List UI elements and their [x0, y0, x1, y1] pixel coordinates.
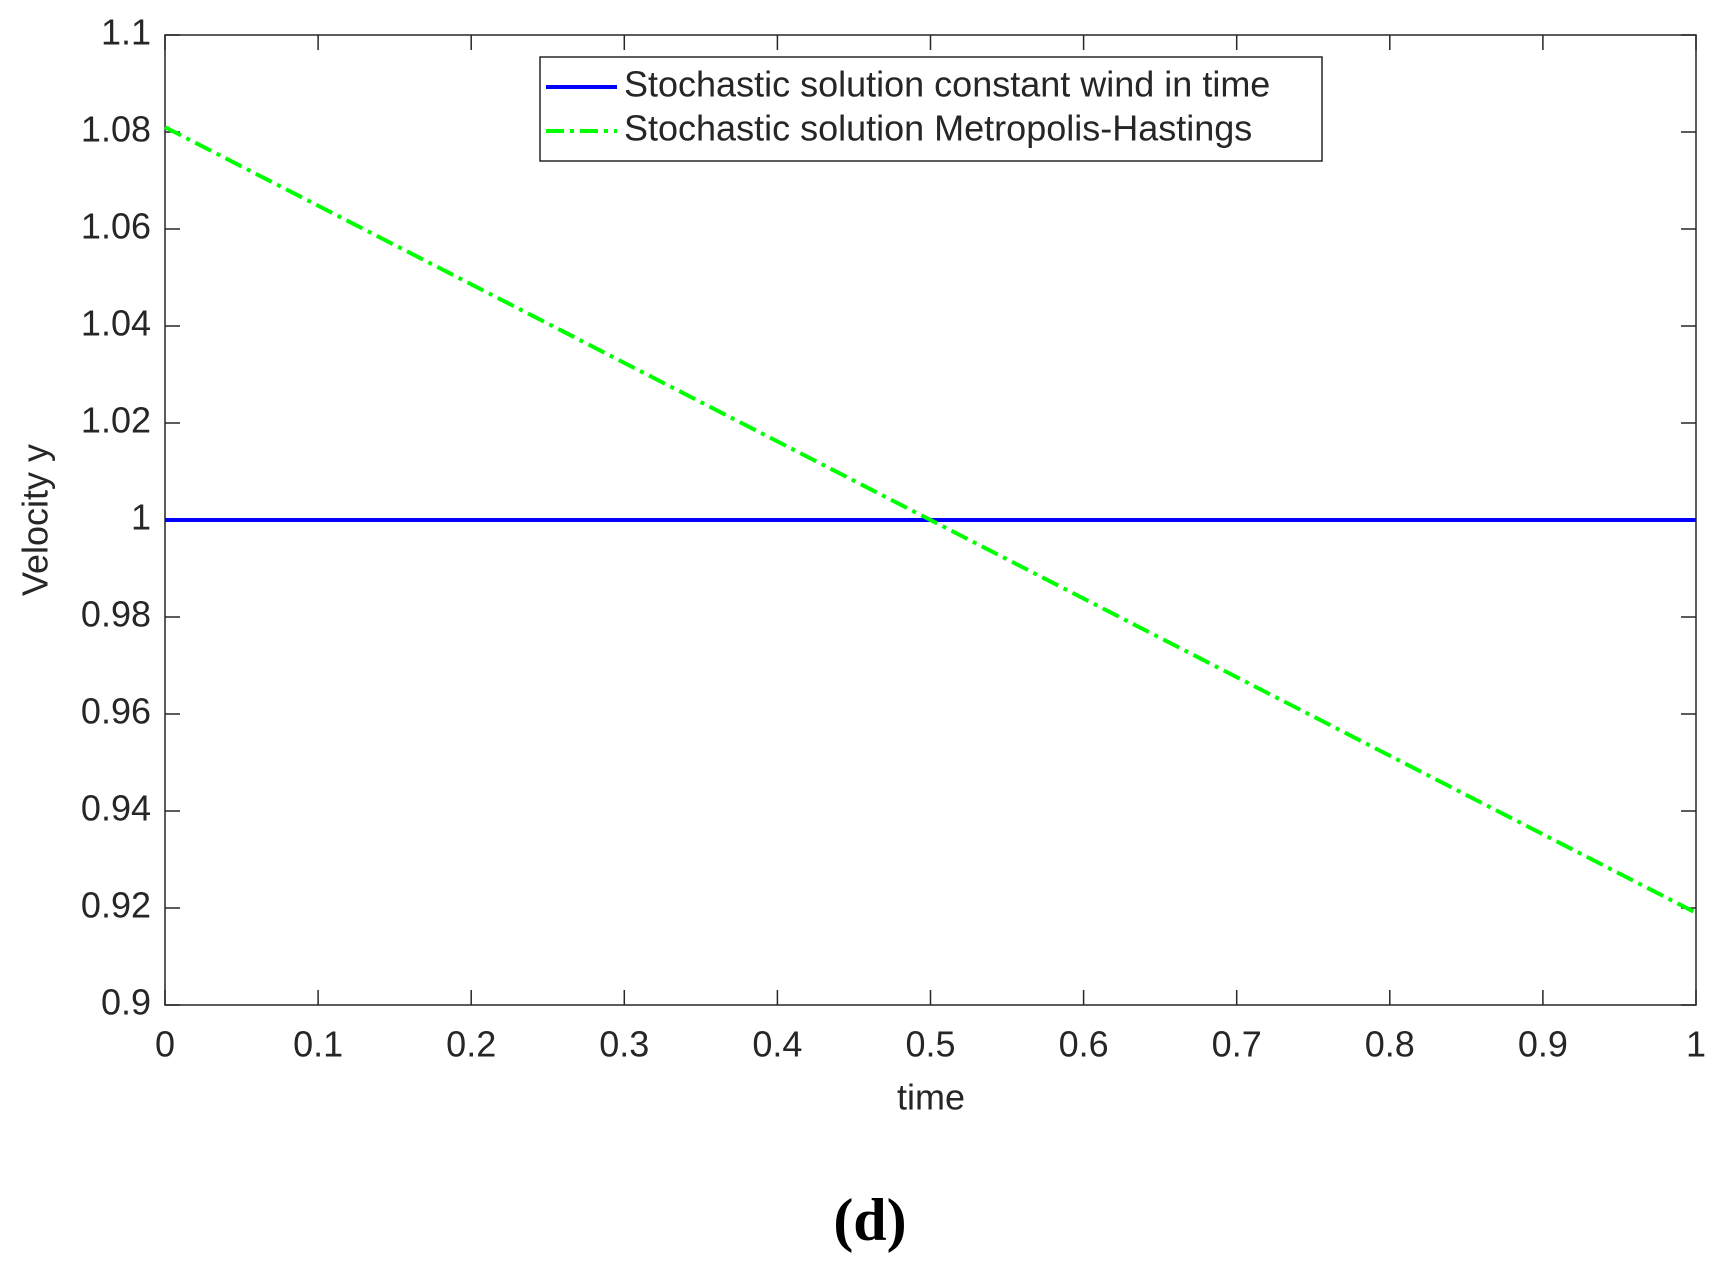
y-axis-label: Velocity y [15, 444, 56, 596]
x-tick-label: 0.6 [1059, 1024, 1109, 1065]
x-tick-label: 0.8 [1365, 1024, 1415, 1065]
x-tick-label: 0.5 [905, 1024, 955, 1065]
caption: (d) [833, 1187, 906, 1253]
x-tick-label: 0.2 [446, 1024, 496, 1065]
legend-label: Stochastic solution constant wind in tim… [624, 64, 1270, 105]
legend-box [539, 56, 1323, 162]
y-tick-label: 1.08 [81, 109, 151, 150]
y-tick-label: 1.02 [81, 400, 151, 441]
x-tick-label: 0.1 [293, 1024, 343, 1065]
y-tick-label: 1.06 [81, 206, 151, 247]
series-line [164, 125, 1697, 915]
y-tick-label: 1.04 [81, 303, 151, 344]
x-tick-label: 0.3 [599, 1024, 649, 1065]
y-tick-label: 0.94 [81, 788, 151, 829]
y-tick-label: 1 [131, 497, 151, 538]
x-tick-label: 0.9 [1518, 1024, 1568, 1065]
y-tick-label: 0.92 [81, 885, 151, 926]
y-tick-label: 0.9 [101, 982, 151, 1023]
x-tick-label: 0 [155, 1024, 175, 1065]
x-tick-label: 0.7 [1212, 1024, 1262, 1065]
y-tick-label: 0.98 [81, 594, 151, 635]
y-tick-label: 0.96 [81, 691, 151, 732]
x-tick-label: 1 [1686, 1024, 1706, 1065]
y-tick-label: 1.1 [101, 12, 151, 53]
legend-label: Stochastic solution Metropolis-Hastings [624, 108, 1252, 149]
x-axis-label: time [897, 1077, 965, 1118]
x-tick-label: 0.4 [752, 1024, 802, 1065]
